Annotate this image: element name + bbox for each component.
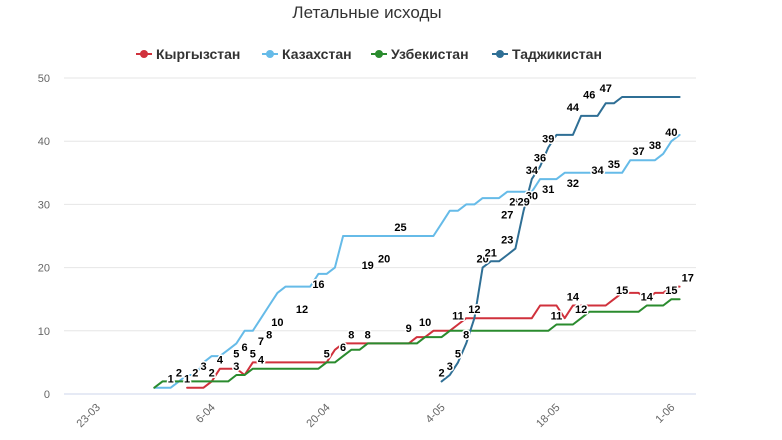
data-label: 11 (452, 310, 464, 322)
x-tick-label: 20-04 (304, 402, 332, 430)
data-label: 23 (501, 235, 513, 247)
data-label: 14 (567, 292, 580, 304)
data-label: 20 (476, 254, 488, 266)
data-label: 8 (365, 329, 371, 341)
data-label: 5 (233, 348, 239, 360)
data-label: 31 (542, 184, 554, 196)
data-label: 8 (463, 329, 469, 341)
series-layer (153, 96, 681, 389)
data-label: 16 (312, 279, 324, 291)
x-axis: 23-03 6-04 20-04 4-05 18-05 1-06 (64, 393, 696, 430)
y-tick-label: 30 (38, 199, 50, 211)
data-label: 2 (176, 367, 182, 379)
data-label: 8 (266, 329, 272, 341)
data-label: 37 (632, 146, 644, 158)
data-label: 44 (567, 102, 580, 114)
series-line (440, 96, 681, 383)
data-label: 1 (184, 374, 190, 386)
data-label: 4 (217, 355, 224, 367)
data-label: 6 (340, 342, 346, 354)
data-label: 1 (168, 374, 174, 386)
legend-marker (140, 50, 148, 58)
data-label: 35 (608, 159, 620, 171)
data-label: 17 (682, 273, 694, 285)
x-tick-label: 18-05 (534, 402, 562, 430)
series-line (186, 285, 681, 389)
legend-label: Казахстан (282, 46, 352, 62)
y-tick-label: 10 (38, 326, 50, 338)
data-label: 5 (324, 348, 330, 360)
data-label: 34 (591, 165, 604, 177)
y-tick-label: 20 (38, 263, 50, 275)
x-tick-label: 6-04 (194, 402, 218, 426)
chart-title: Летальные исходы (292, 3, 441, 22)
data-label: 12 (575, 304, 587, 316)
data-label: 12 (468, 304, 480, 316)
data-label: 29 (518, 197, 530, 209)
data-label: 4 (258, 355, 265, 367)
data-label: 2 (192, 367, 198, 379)
data-label: 6 (242, 342, 248, 354)
data-label: 30 (526, 190, 538, 202)
data-label: 15 (665, 285, 677, 297)
legend-marker (266, 50, 274, 58)
legend-marker (375, 50, 383, 58)
data-label: 29 (509, 197, 521, 209)
data-label: 2 (438, 367, 444, 379)
data-label: 36 (534, 152, 546, 164)
data-label: 27 (501, 209, 513, 221)
legend-item[interactable]: Узбекистан (371, 46, 469, 62)
data-label: 10 (271, 317, 283, 329)
data-label: 25 (394, 222, 406, 234)
legend-label: Таджикистан (512, 46, 602, 62)
data-label: 19 (362, 260, 374, 272)
legend-label: Кыргызстан (156, 46, 240, 62)
data-label: 47 (600, 83, 612, 95)
y-tick-label: 0 (44, 389, 50, 401)
legend-marker (496, 50, 504, 58)
data-label: 15 (616, 285, 628, 297)
y-axis: 0 10 20 30 40 50 (38, 73, 50, 401)
data-label: 20 (378, 254, 390, 266)
series-line (153, 133, 681, 389)
x-tick-label: 4-05 (424, 402, 448, 426)
series-line (153, 298, 681, 389)
data-label: 2 (209, 367, 215, 379)
legend-item[interactable]: Таджикистан (492, 46, 602, 62)
data-label: 3 (447, 361, 453, 373)
data-label: 3 (200, 361, 206, 373)
legend-item[interactable]: Казахстан (262, 46, 352, 62)
legend-item[interactable]: Кыргызстан (136, 46, 240, 62)
data-label: 34 (526, 165, 539, 177)
data-label: 8 (348, 329, 354, 341)
y-tick-label: 40 (38, 136, 50, 148)
x-tick-label: 23-03 (75, 402, 103, 430)
data-label: 3 (233, 361, 239, 373)
data-label: 46 (583, 89, 595, 101)
data-label: 39 (542, 134, 554, 146)
data-label: 32 (567, 178, 579, 190)
data-label: 9 (406, 323, 412, 335)
data-label: 5 (455, 348, 461, 360)
data-label: 10 (419, 317, 431, 329)
data-label: 38 (649, 140, 661, 152)
data-label: 12 (296, 304, 308, 316)
legend: Кыргызстан Казахстан Узбекистан Таджикистан (136, 46, 602, 62)
data-label: 21 (485, 247, 497, 259)
x-tick-label: 1-06 (653, 402, 677, 426)
y-tick-label: 50 (38, 73, 50, 85)
data-label: 11 (551, 310, 563, 322)
legend-label: Узбекистан (391, 46, 469, 62)
data-label: 14 (641, 292, 654, 304)
data-label: 40 (665, 127, 677, 139)
data-label: 7 (258, 336, 264, 348)
data-label: 5 (250, 348, 256, 360)
